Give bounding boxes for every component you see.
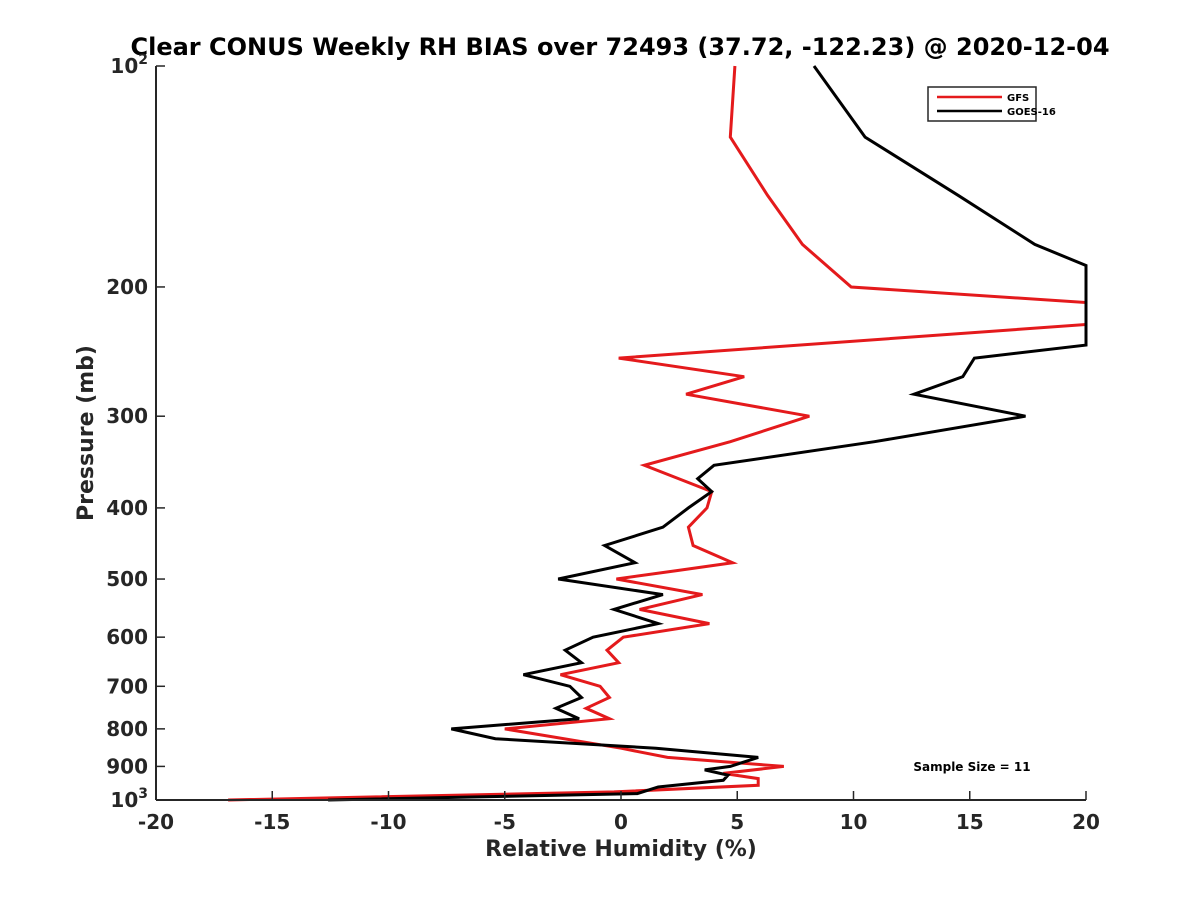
y-tick-label: 400 bbox=[106, 496, 148, 520]
x-axis-ticks: -20 -15 -10 -5 0 5 10 15 20 bbox=[138, 791, 1100, 834]
y-tick-label: 300 bbox=[106, 404, 148, 428]
x-tick-label: 5 bbox=[730, 810, 744, 834]
legend-box bbox=[927, 86, 1037, 122]
y-tick-label: 900 bbox=[106, 754, 148, 778]
y-tick-label: 103 bbox=[110, 786, 148, 812]
x-tick-label: -20 bbox=[138, 810, 174, 834]
x-tick-label: 10 bbox=[840, 810, 868, 834]
x-tick-label: -5 bbox=[494, 810, 516, 834]
series-line-gfs bbox=[228, 65, 1088, 802]
x-tick-label: -10 bbox=[370, 810, 406, 834]
x-axis-label: Relative Humidity (%) bbox=[485, 837, 757, 862]
chart-title: Clear CONUS Weekly RH BIAS over 72493 (3… bbox=[130, 33, 1109, 61]
y-tick-label: 200 bbox=[106, 275, 148, 299]
x-tick-label: 15 bbox=[956, 810, 984, 834]
x-tick-label: 20 bbox=[1072, 810, 1100, 834]
y-tick-label: 800 bbox=[106, 717, 148, 741]
y-tick-label: 700 bbox=[106, 674, 148, 698]
x-tick-label: 0 bbox=[614, 810, 628, 834]
legend-label-gfs: GFS bbox=[1007, 93, 1029, 104]
legend: GFS GOES-16 bbox=[927, 86, 1056, 122]
x-tick-label: -15 bbox=[254, 810, 290, 834]
series-layer bbox=[228, 65, 1088, 802]
series-line-goes-16 bbox=[328, 65, 1088, 802]
y-tick-label: 600 bbox=[106, 625, 148, 649]
y-axis-label: Pressure (mb) bbox=[74, 345, 99, 521]
sample-size-annotation: Sample Size = 11 bbox=[913, 760, 1030, 774]
plot-area bbox=[156, 66, 1086, 800]
y-tick-label: 102 bbox=[110, 52, 148, 78]
y-tick-label: 500 bbox=[106, 567, 148, 591]
y-axis-ticks: 102 200 300 400 500 600 700 800 900 103 bbox=[106, 52, 165, 812]
legend-label-goes16: GOES-16 bbox=[1007, 107, 1056, 118]
